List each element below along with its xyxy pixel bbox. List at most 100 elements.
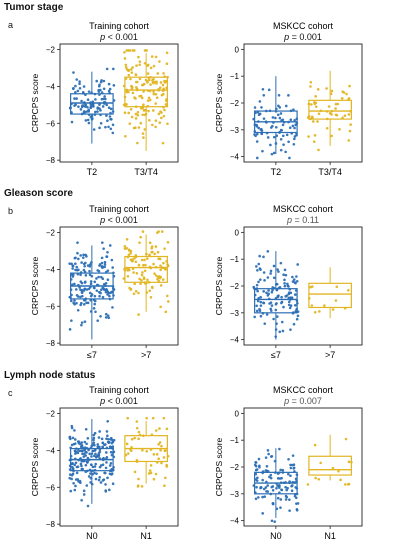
data-point: [81, 91, 85, 94]
data-point: [163, 79, 166, 83]
data-point: [278, 486, 281, 489]
data-point: [269, 307, 273, 311]
data-point: [132, 292, 136, 296]
box-group-N0: [68, 419, 116, 508]
data-point: [343, 306, 347, 310]
data-point: [274, 282, 278, 286]
data-point: [88, 291, 92, 295]
panel-title: Training cohort: [89, 204, 149, 214]
data-point: [82, 85, 86, 88]
data-point: [77, 441, 81, 445]
data-point: [145, 252, 148, 256]
data-point: [86, 504, 90, 508]
data-point: [166, 454, 170, 458]
data-point: [275, 482, 279, 485]
data-point: [93, 468, 97, 472]
data-point: [143, 269, 147, 273]
data-point: [306, 483, 310, 486]
data-point: [329, 92, 333, 96]
data-point: [289, 328, 292, 331]
data-point: [280, 320, 284, 324]
data-point: [111, 306, 114, 309]
data-point: [281, 123, 285, 127]
data-point: [326, 117, 329, 121]
data-point: [290, 489, 294, 493]
data-point: [338, 128, 341, 131]
data-point: [253, 130, 257, 133]
data-point: [73, 449, 77, 453]
data-point: [293, 293, 297, 296]
data-point: [132, 271, 135, 274]
data-point: [284, 273, 288, 277]
data-point: [253, 293, 257, 297]
data-point: [290, 132, 293, 135]
data-point: [272, 121, 275, 124]
data-point: [165, 80, 168, 83]
data-point: [152, 90, 155, 93]
data-point: [70, 293, 73, 297]
data-point: [257, 120, 260, 123]
plot-frame: [59, 407, 179, 527]
data-point: [268, 109, 272, 113]
data-point: [158, 441, 162, 444]
data-point: [288, 156, 291, 160]
data-point: [310, 304, 314, 307]
data-point: [80, 444, 84, 447]
data-point: [97, 269, 101, 273]
data-point: [99, 113, 102, 117]
data-point: [136, 110, 140, 114]
p-value-label: p = 0.11: [286, 215, 319, 225]
data-point: [257, 297, 260, 300]
data-point: [145, 291, 149, 294]
data-point: [293, 303, 297, 307]
data-point: [262, 117, 266, 120]
data-point: [144, 108, 148, 112]
data-point: [292, 278, 296, 281]
data-point: [102, 87, 106, 91]
data-point: [307, 297, 311, 300]
data-point: [255, 140, 259, 143]
data-point: [283, 282, 286, 285]
data-point: [139, 106, 143, 110]
panel-title: Training cohort: [89, 385, 149, 395]
y-tick-label: −6: [46, 119, 56, 128]
data-point: [260, 131, 263, 135]
data-point: [112, 271, 115, 275]
data-point: [271, 116, 275, 119]
data-point: [254, 111, 257, 115]
data-point: [165, 51, 169, 55]
p-value: = 0.11: [292, 215, 319, 225]
data-point: [288, 298, 292, 301]
data-point: [160, 111, 163, 114]
data-point: [87, 475, 91, 478]
data-point: [94, 98, 97, 101]
data-point: [68, 464, 72, 468]
data-point: [87, 110, 91, 113]
data-point: [70, 426, 74, 430]
data-point: [105, 451, 108, 454]
data-point: [85, 484, 89, 487]
data-point: [164, 310, 168, 314]
data-point: [122, 103, 126, 107]
data-point: [347, 139, 351, 142]
data-point: [101, 445, 104, 449]
panel-title: Training cohort: [89, 21, 149, 31]
data-point: [109, 107, 113, 111]
data-point: [280, 295, 283, 299]
data-point: [295, 492, 299, 496]
data-point: [93, 294, 97, 298]
p-value-label: p < 0.001: [99, 215, 138, 225]
data-point: [155, 96, 159, 99]
data-point: [344, 483, 347, 486]
data-point: [285, 133, 289, 137]
data-point: [111, 482, 115, 486]
data-point: [78, 457, 82, 461]
data-point: [126, 255, 130, 259]
data-point: [287, 300, 291, 304]
data-point: [135, 64, 138, 67]
data-point: [82, 253, 85, 257]
data-point: [74, 484, 77, 488]
data-point: [264, 456, 268, 459]
y-tick-label: −4: [46, 446, 56, 455]
data-point: [130, 115, 134, 119]
